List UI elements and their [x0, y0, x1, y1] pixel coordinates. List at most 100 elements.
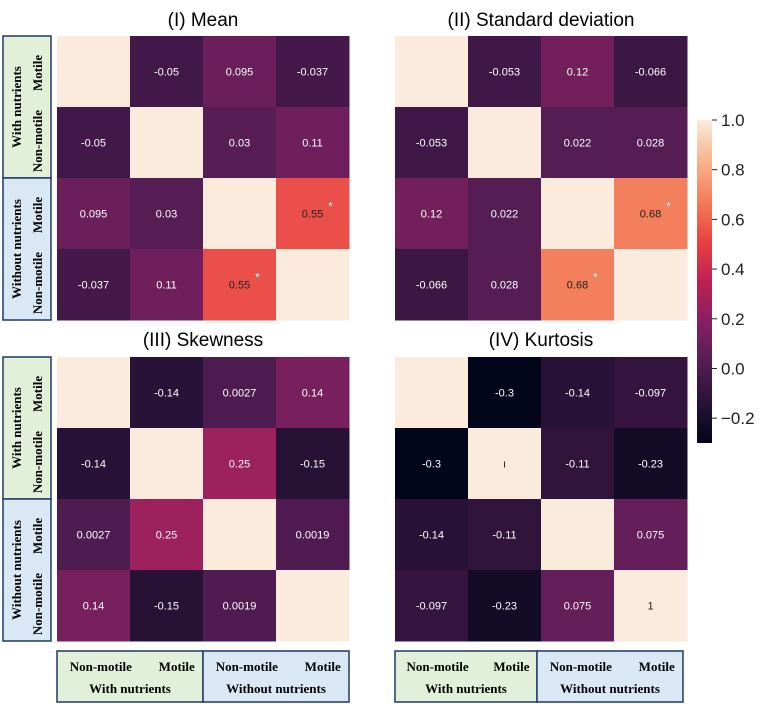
heatmap-cell	[541, 570, 615, 642]
cell-value-label: 0.028	[637, 138, 665, 150]
cell-value-label: 0.028	[491, 280, 519, 292]
row-group-label-3: With nutrients Motile Non-motile	[2, 356, 52, 500]
cell-value-label: -0.11	[565, 459, 589, 471]
cell-value-label: -0.14	[154, 388, 179, 400]
heatmap-cell	[57, 499, 131, 571]
cell-value-label: -0.14	[419, 530, 444, 542]
heatmap-cell	[203, 178, 277, 250]
column-group-label-1: Non-motile Motile With nutrients	[56, 650, 204, 703]
cell-value-label: -0.053	[489, 67, 520, 79]
cell-value-label: -0.066	[635, 67, 666, 79]
cell-value-label: 0.25	[229, 459, 250, 471]
panel-title: (I) Mean	[168, 10, 239, 31]
heatmap-cell	[395, 36, 469, 108]
cell-value-label: 0.55	[302, 209, 323, 221]
significance-marker: *	[328, 200, 333, 214]
heatmap-cell	[130, 107, 204, 179]
heatmap-cell	[276, 357, 350, 429]
heatmap-cell	[130, 249, 204, 321]
significance-marker: *	[255, 271, 260, 285]
cell-value-label: 0.55	[229, 280, 250, 292]
row-label-motile: Motile	[30, 55, 45, 91]
row-label-nonmotile: Non-motile	[30, 110, 45, 172]
column-group-name: With nutrients	[425, 681, 507, 696]
cell-value-label: 0.095	[226, 67, 254, 79]
heatmap-cell	[57, 570, 131, 642]
heatmap-cell	[541, 107, 615, 179]
heatmap-cell	[614, 357, 688, 429]
heatmap-cell	[395, 499, 469, 571]
heatmap-cell	[276, 249, 350, 321]
column-label-nonmotile: Non-motile	[216, 659, 278, 674]
cell-value-label: -0.05	[154, 67, 179, 79]
cell-value-label: -0.05	[81, 138, 106, 150]
column-group-box	[536, 650, 684, 703]
colorbar-tick-label: 0.0	[721, 359, 745, 378]
cell-value-label: 0.68	[640, 209, 661, 221]
column-group-name: Without nutrients	[560, 681, 660, 696]
cell-value-label: -0.14	[81, 459, 106, 471]
heatmap-cell	[276, 178, 350, 250]
cell-value-label: 0.11	[302, 138, 323, 150]
heatmap-cell	[541, 499, 615, 571]
row-group-name: With nutrients	[9, 387, 24, 469]
row-group-name: Without nutrients	[9, 520, 24, 620]
heatmap-cell	[614, 249, 688, 321]
cell-value-label: 0.075	[637, 530, 665, 542]
heatmap-cell	[614, 36, 688, 108]
column-group-box	[202, 650, 350, 703]
row-group-label-1: With nutrients Motile Non-motile	[2, 35, 52, 179]
heatmap-cell	[468, 428, 542, 500]
colorbar-tick-label: 0.6	[721, 210, 745, 229]
cell-value-label: -0.066	[416, 280, 447, 292]
cell-value-label: 0.0019	[296, 530, 330, 542]
row-group-box	[2, 35, 52, 179]
colorbar-gradient-bar	[697, 120, 712, 443]
column-label-motile: Motile	[159, 659, 195, 674]
colorbar-tick-label: 0.8	[721, 161, 745, 180]
colorbar-tick-label: 0.4	[721, 260, 745, 279]
row-label-motile: Motile	[30, 376, 45, 412]
row-label-motile: Motile	[30, 197, 45, 233]
cell-value-label: -0.23	[638, 459, 663, 471]
cell-value-label: -0.14	[565, 388, 590, 400]
cell-value-label: 1	[647, 601, 653, 613]
cell-value-label: 0.022	[564, 138, 592, 150]
colorbar-tick-label: −0.2	[721, 409, 755, 428]
heatmap-panel-3: (III) Skewness -0.14 0.0027 0.14 -0.14 0.25 -0…	[57, 330, 350, 642]
heatmap-cell	[203, 428, 277, 500]
colorbar-tick-label: 0.2	[721, 310, 745, 329]
heatmap-cell	[614, 499, 688, 571]
heatmap-cell	[203, 249, 277, 321]
cell-value-label: 0.25	[156, 530, 177, 542]
significance-marker: *	[593, 271, 598, 285]
heatmap-cell	[130, 570, 204, 642]
heatmap-cell	[203, 570, 277, 642]
heatmap-cell	[468, 570, 542, 642]
heatmap-cell	[395, 178, 469, 250]
heatmap-cell	[203, 107, 277, 179]
heatmap-cell	[276, 428, 350, 500]
heatmap-cell	[614, 570, 688, 642]
row-label-nonmotile: Non-motile	[30, 431, 45, 493]
cell-value-label: ı	[503, 459, 506, 471]
colorbar: 1.0 0.8 0.6 0.4 0.2 0.0 −0.2	[697, 111, 755, 443]
panel-title: (IV) Kurtosis	[489, 330, 594, 351]
heatmap-cell	[541, 428, 615, 500]
cell-value-label: 0.0019	[223, 601, 257, 613]
cell-value-label: -0.097	[635, 388, 666, 400]
cell-value-label: 0.03	[229, 138, 250, 150]
heatmap-cell	[203, 36, 277, 108]
heatmap-panel-4: (IV) Kurtosis -0.3 -0.14 -0.097 -0.3 ı -0.11 -0…	[395, 330, 688, 642]
heatmap-cell	[203, 357, 277, 429]
heatmap-cell	[541, 357, 615, 429]
cell-value-label: 0.14	[302, 388, 323, 400]
cell-value-label: 0.12	[567, 67, 588, 79]
heatmap-cell	[468, 249, 542, 321]
heatmap-cell	[130, 357, 204, 429]
heatmap-cell	[130, 178, 204, 250]
column-group-name: With nutrients	[89, 681, 171, 696]
row-label-nonmotile: Non-motile	[30, 252, 45, 314]
panel-title: (II) Standard deviation	[448, 10, 635, 31]
